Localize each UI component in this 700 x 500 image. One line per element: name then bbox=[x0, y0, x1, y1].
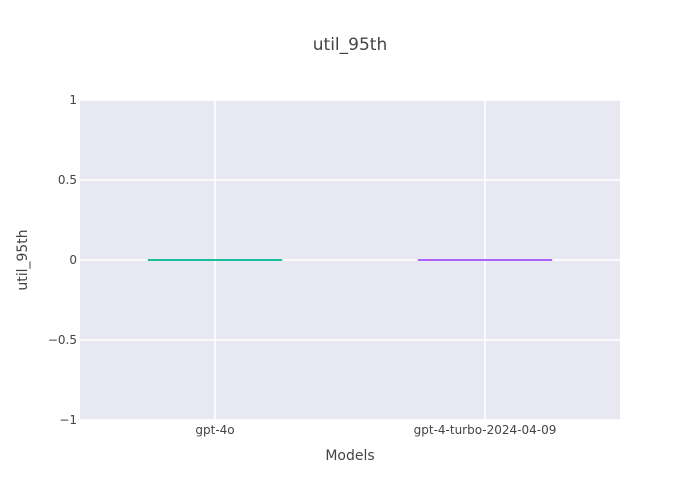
x-tick-labels: gpt-4o gpt-4-turbo-2024-04-09 bbox=[195, 423, 556, 437]
x-tick-label: gpt-4-turbo-2024-04-09 bbox=[414, 423, 557, 437]
y-tick-label: 0 bbox=[69, 253, 77, 267]
x-axis-title: Models bbox=[325, 448, 374, 464]
y-axis-title: util_95th bbox=[15, 229, 31, 290]
chart-title: util_95th bbox=[313, 35, 387, 55]
y-tick-label: 1 bbox=[69, 93, 77, 107]
y-tick-label: −1 bbox=[59, 413, 77, 427]
y-tick-labels: 1 0.5 0 −0.5 −1 bbox=[48, 93, 77, 427]
y-tick-label: 0.5 bbox=[58, 173, 77, 187]
x-tick-label: gpt-4o bbox=[195, 423, 234, 437]
y-tick-label: −0.5 bbox=[48, 333, 77, 347]
